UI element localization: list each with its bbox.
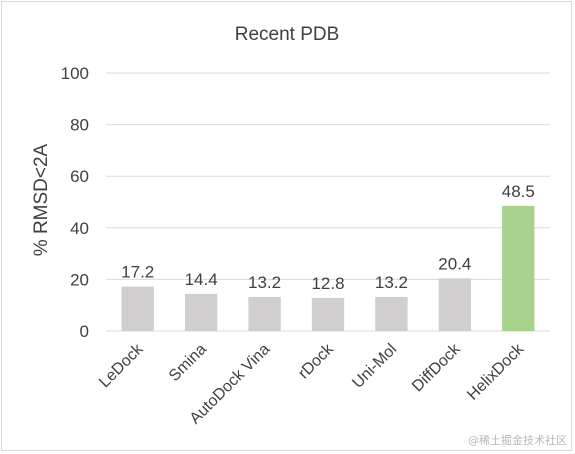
x-tick-label: LeDock — [96, 340, 147, 391]
bar-uni-mol — [375, 296, 408, 331]
y-axis-label: % RMSD<2A — [31, 143, 52, 256]
y-tick-label: 100 — [61, 64, 89, 83]
bars — [121, 205, 535, 331]
y-tick-label: 20 — [70, 270, 89, 289]
bar-helixdock — [502, 205, 535, 331]
bar-smina — [184, 293, 218, 331]
bar-diffdock — [438, 278, 472, 331]
y-tick-label: 0 — [80, 322, 89, 341]
bar-rdock — [311, 297, 345, 331]
bar-ledock — [121, 286, 154, 331]
x-tick-label: rDock — [295, 340, 337, 382]
data-label: 48.5 — [502, 182, 535, 201]
x-tick-label: Smina — [166, 341, 210, 385]
x-tick-label: Uni-Mol — [349, 341, 400, 392]
data-label: 17.2 — [121, 263, 154, 282]
data-label: 14.4 — [185, 270, 218, 289]
y-tick-label: 80 — [70, 116, 89, 135]
chart-title: Recent PDB — [235, 24, 340, 45]
data-label: 13.2 — [375, 273, 408, 292]
data-label: 20.4 — [438, 254, 471, 273]
data-label: 12.8 — [311, 274, 344, 293]
data-label: 13.2 — [248, 273, 281, 292]
bar-autodock-vina — [248, 296, 281, 331]
grid-lines — [106, 72, 550, 332]
data-labels: 17.2 14.4 13.2 12.8 13.2 20.4 48.5 — [121, 182, 535, 293]
y-tick-label: 40 — [70, 219, 89, 238]
y-tick-label: 60 — [70, 167, 89, 186]
x-tick-label: HelixDock — [464, 340, 528, 404]
y-tick-labels: 0 20 40 60 80 100 — [61, 64, 89, 341]
x-tick-label: DiffDock — [409, 340, 464, 395]
watermark: @稀土掘金技术社区 — [468, 434, 567, 447]
